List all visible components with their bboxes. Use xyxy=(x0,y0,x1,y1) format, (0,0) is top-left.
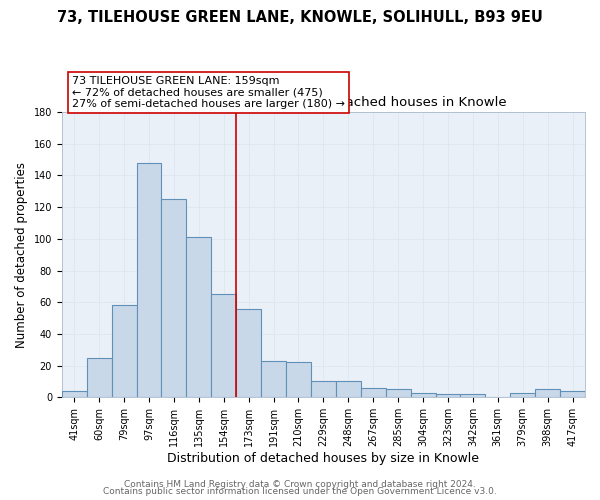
Bar xyxy=(410,392,436,398)
X-axis label: Distribution of detached houses by size in Knowle: Distribution of detached houses by size … xyxy=(167,452,479,465)
Bar xyxy=(187,238,211,398)
Bar xyxy=(460,394,485,398)
Bar xyxy=(137,163,161,398)
Text: 73 TILEHOUSE GREEN LANE: 159sqm
← 72% of detached houses are smaller (475)
27% o: 73 TILEHOUSE GREEN LANE: 159sqm ← 72% of… xyxy=(72,76,345,109)
Bar xyxy=(286,362,311,398)
Bar xyxy=(560,391,585,398)
Bar xyxy=(535,390,560,398)
Bar xyxy=(311,382,336,398)
Bar xyxy=(86,358,112,398)
Bar xyxy=(361,388,386,398)
Bar xyxy=(261,361,286,398)
Text: Contains HM Land Registry data © Crown copyright and database right 2024.: Contains HM Land Registry data © Crown c… xyxy=(124,480,476,489)
Bar xyxy=(112,306,137,398)
Y-axis label: Number of detached properties: Number of detached properties xyxy=(15,162,28,348)
Bar xyxy=(386,390,410,398)
Bar xyxy=(161,199,187,398)
Bar xyxy=(436,394,460,398)
Bar xyxy=(336,382,361,398)
Title: Size of property relative to detached houses in Knowle: Size of property relative to detached ho… xyxy=(140,96,506,110)
Bar xyxy=(211,294,236,398)
Text: 73, TILEHOUSE GREEN LANE, KNOWLE, SOLIHULL, B93 9EU: 73, TILEHOUSE GREEN LANE, KNOWLE, SOLIHU… xyxy=(57,10,543,25)
Text: Contains public sector information licensed under the Open Government Licence v3: Contains public sector information licen… xyxy=(103,487,497,496)
Bar xyxy=(510,392,535,398)
Bar xyxy=(236,308,261,398)
Bar xyxy=(62,391,86,398)
